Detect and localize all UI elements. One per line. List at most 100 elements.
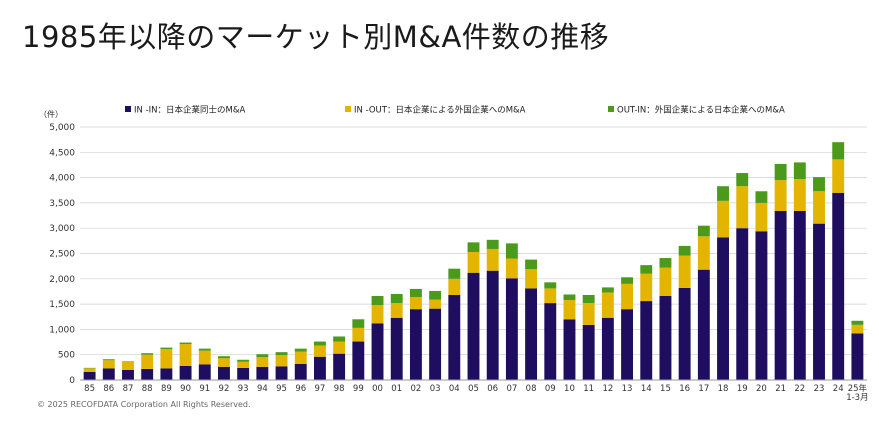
x-tick-label: 03 (430, 384, 441, 394)
bar-segment-2 (525, 269, 538, 289)
bar-segment-3 (544, 282, 557, 289)
bar-segment-2 (813, 191, 825, 224)
bar-segment-3 (429, 290, 442, 300)
y-tick-label: 1,500 (49, 300, 75, 310)
bar-segment-3 (179, 342, 192, 345)
copyright-text: © 2025 RECOFDATA Corporation All Rights … (37, 400, 251, 409)
legend-label: IN -IN：日本企業同士のM&A (134, 105, 245, 116)
bar-segment-2 (678, 255, 691, 288)
x-tick-label: 86 (103, 384, 114, 394)
bar-segment-1 (409, 309, 422, 380)
bar-segment-2 (294, 351, 307, 364)
bar-segment-3 (218, 356, 230, 359)
x-tick-label: 23 (814, 384, 825, 394)
bar-segment-3 (774, 163, 787, 181)
bar-segment-1 (755, 231, 768, 380)
bar-segment-2 (467, 251, 480, 273)
bar-segment-2 (83, 368, 96, 372)
bar-segment-1 (525, 288, 538, 380)
bar-segment-2 (736, 186, 749, 229)
bar-segment-2 (793, 179, 806, 211)
bar-segment-2 (237, 361, 250, 368)
bar-segment-2 (256, 357, 269, 367)
page-title: 1985年以降のマーケット別M&A件数の推移 (22, 20, 610, 54)
x-tick-label: 02 (411, 384, 422, 394)
bar-segment-1 (83, 371, 96, 380)
bar-segment-2 (141, 354, 154, 369)
bar-segment-3 (832, 142, 845, 160)
bar-segment-1 (563, 319, 576, 380)
bar-segment-2 (409, 297, 422, 310)
bar-segment-3 (755, 191, 768, 203)
x-tick-label: 13 (622, 384, 633, 394)
y-tick-label: 1,000 (49, 325, 75, 335)
bar-segment-3 (582, 294, 595, 304)
bar-segment-2 (486, 248, 499, 271)
bar-segment-2 (102, 360, 115, 369)
bar-segment-2 (621, 283, 634, 310)
bar-segment-1 (237, 367, 250, 380)
bar-segment-2 (275, 355, 288, 367)
x-tick-label: 98 (334, 384, 345, 394)
bar-segment-1 (122, 369, 134, 380)
bar-segment-3 (486, 239, 499, 249)
x-tick-label: 25年 (848, 383, 868, 394)
x-tick-label: 85 (84, 384, 95, 394)
bar-segment-2 (774, 180, 787, 211)
bar-segment-2 (352, 327, 365, 342)
x-tick-label: 04 (449, 384, 460, 394)
bar-segment-3 (563, 294, 576, 301)
x-tick-label: 90 (180, 384, 191, 394)
x-tick-label: 16 (679, 384, 690, 394)
x-tick-label: 24 (833, 384, 844, 394)
bar-segment-1 (659, 296, 672, 380)
bar-segment-2 (659, 267, 672, 297)
x-tick-label: 09 (545, 384, 556, 394)
x-tick-label: 92 (219, 384, 230, 394)
bar-segment-3 (659, 258, 672, 268)
x-tick-label: 21 (775, 384, 786, 394)
bar-segment-1 (141, 368, 154, 380)
bar-segment-3 (333, 336, 346, 342)
bar-segment-1 (160, 368, 173, 380)
bar-segment-1 (313, 356, 326, 380)
bar-segment-3 (505, 243, 518, 259)
bar-segment-3 (237, 359, 250, 362)
bar-segment-1 (179, 365, 192, 380)
x-tick-label: 88 (142, 384, 153, 394)
x-tick-label: 99 (353, 384, 364, 394)
x-tick-label: 96 (295, 384, 306, 394)
legend-swatch (125, 106, 131, 112)
bar-segment-3 (793, 162, 806, 180)
y-tick-label: 500 (58, 351, 75, 361)
x-tick-label: 17 (698, 384, 709, 394)
bar-segment-1 (774, 210, 787, 380)
legend-label: OUT-IN：外国企業による日本企業へのM&A (617, 105, 785, 116)
y-tick-label: 3,000 (49, 224, 75, 234)
bar-segment-1 (333, 353, 346, 380)
bar-segment-3 (813, 177, 825, 192)
x-tick-label: 95 (276, 384, 287, 394)
bar-segment-3 (697, 225, 710, 237)
bar-segment-1 (505, 278, 518, 380)
x-tick-label: 20 (756, 384, 767, 394)
bar-segment-1 (486, 270, 499, 380)
bar-segment-3 (275, 352, 288, 356)
y-tick-label: 2,000 (49, 275, 75, 285)
bar-segment-3 (313, 341, 326, 346)
bar-segment-3 (122, 361, 134, 362)
bar-segment-1 (601, 317, 614, 380)
bar-segment-2 (832, 159, 845, 193)
x-tick-label: 05 (468, 384, 479, 394)
bar-segment-3 (601, 287, 614, 293)
bar-segment-1 (352, 341, 365, 380)
bar-segment-3 (102, 359, 115, 361)
x-tick-label: 14 (641, 384, 652, 394)
x-tick-label: 93 (238, 384, 249, 394)
bar-segment-2 (563, 300, 576, 320)
x-tick-label: 18 (718, 384, 729, 394)
y-tick-label: 4,000 (49, 174, 75, 184)
x-tick-label: 19 (737, 384, 748, 394)
bar-segment-2 (160, 349, 173, 369)
